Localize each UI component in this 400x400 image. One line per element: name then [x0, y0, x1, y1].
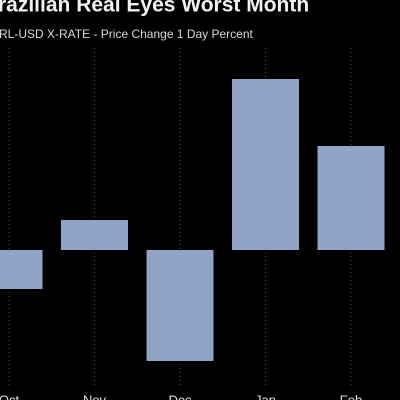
chart-title: razilian Real Eyes Worst Month — [0, 0, 309, 17]
bar — [232, 79, 299, 250]
chart-subtitle: RL-USD X-RATE - Price Change 1 Day Perce… — [0, 27, 254, 41]
bar — [61, 220, 128, 250]
x-tick-label: Jan — [255, 392, 276, 400]
x-tick-label: Nov — [83, 392, 107, 400]
bar — [0, 250, 43, 289]
x-tick-label: Oct — [0, 392, 19, 400]
bar — [146, 250, 214, 361]
x-tick-label: Dec — [168, 392, 192, 400]
x-tick-label: Feb — [340, 392, 362, 400]
bar — [317, 146, 385, 250]
